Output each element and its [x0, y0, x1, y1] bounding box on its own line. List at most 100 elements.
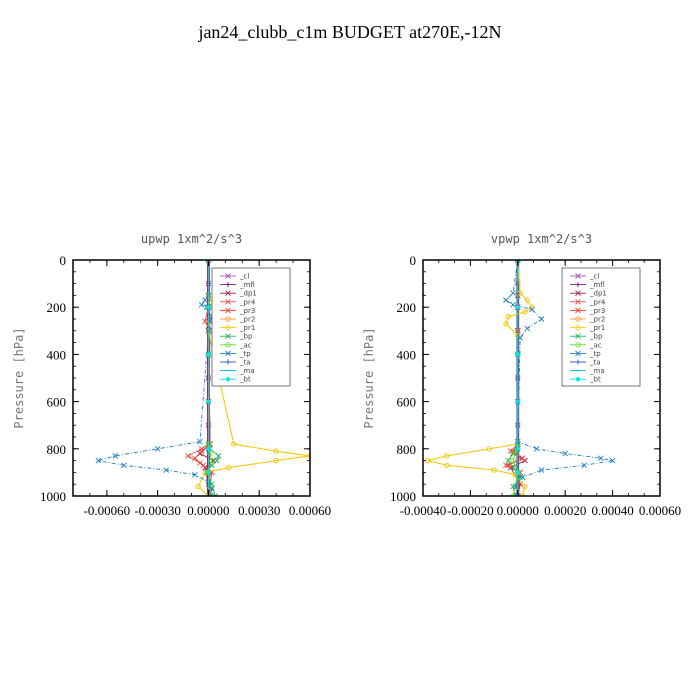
data-point — [503, 321, 509, 327]
y-tick-label: 1000 — [390, 489, 416, 504]
legend-label: _dp1 — [589, 290, 607, 298]
data-point — [524, 297, 530, 303]
legend-marker — [575, 359, 581, 365]
legend-label: _tp — [239, 350, 251, 358]
data-point — [192, 471, 198, 478]
y-tick-label: 0 — [410, 253, 417, 268]
data-point — [517, 335, 523, 341]
y-axis-label: Pressure [hPa] — [12, 327, 26, 428]
data-point — [205, 260, 212, 263]
legend-label: _bp — [239, 333, 253, 341]
data-point — [522, 309, 528, 315]
x-tick-label: -0.00030 — [134, 503, 181, 518]
data-point — [514, 398, 521, 405]
data-point — [505, 457, 512, 464]
data-point — [510, 302, 516, 308]
data-point — [519, 455, 526, 462]
y-tick-label: 0 — [60, 253, 67, 268]
data-point — [95, 457, 102, 464]
x-tick-label: 0.00000 — [187, 503, 229, 518]
page-title: jan24_clubb_c1m BUDGET at270E,-12N — [198, 22, 502, 42]
x-tick-label: 0.00060 — [639, 503, 681, 518]
data-point — [514, 351, 521, 358]
data-point — [205, 469, 212, 476]
legend-label: _cl — [589, 273, 599, 281]
y-tick-label: 200 — [47, 300, 67, 315]
data-point — [231, 441, 237, 447]
legend-label: _bp — [589, 333, 603, 341]
data-point — [486, 446, 492, 452]
legend-label: _dp1 — [239, 290, 257, 298]
legend-marker — [225, 282, 231, 288]
data-point — [538, 316, 545, 322]
legend-marker — [225, 324, 231, 331]
x-tick-label: 0.00000 — [497, 503, 539, 518]
legend-marker — [575, 307, 581, 314]
legend-label: _tp — [589, 350, 601, 358]
legend-marker — [225, 376, 231, 383]
legend-marker — [225, 342, 231, 348]
data-point — [505, 314, 511, 320]
y-tick-label: 800 — [47, 442, 67, 457]
legend-marker — [575, 316, 581, 322]
x-tick-label: 0.00020 — [544, 503, 586, 518]
data-point — [112, 453, 119, 459]
legend-label: _pr4 — [239, 298, 256, 306]
data-point — [185, 453, 191, 459]
data-point — [205, 304, 212, 311]
data-point — [154, 445, 161, 452]
data-point — [609, 457, 616, 464]
x-tick-label: 0.00030 — [238, 503, 280, 518]
x-tick-label: 0.00040 — [591, 503, 633, 518]
legend-marker — [225, 359, 231, 365]
data-point — [273, 448, 279, 454]
data-point — [198, 302, 205, 308]
legend-label: _ac — [239, 341, 252, 349]
legend: _cl_mfl_dp1_pr4_pr3_pr2_pr1_bp_ac_tp_ta_… — [211, 267, 291, 387]
data-point — [597, 455, 604, 462]
data-point — [514, 469, 521, 476]
legend-marker — [575, 298, 581, 305]
data-point — [510, 457, 516, 464]
data-point — [192, 455, 198, 462]
legend-label: _ta — [589, 359, 601, 367]
data-point — [503, 297, 509, 303]
data-point — [202, 297, 208, 303]
legend-label: _ma — [589, 367, 605, 375]
legend-marker — [575, 342, 581, 348]
legend-label: _pr1 — [589, 324, 605, 332]
data-point — [214, 457, 220, 464]
legend-label: _mfl — [589, 281, 605, 289]
y-tick-label: 400 — [47, 347, 67, 362]
legend-label: _pr3 — [239, 307, 255, 315]
data-point — [163, 467, 169, 473]
data-point — [215, 453, 222, 459]
data-point — [533, 445, 540, 452]
legend-marker — [225, 273, 231, 279]
data-point — [562, 450, 569, 457]
legend-marker — [575, 290, 581, 297]
legend-marker — [225, 290, 231, 297]
series_tp — [95, 260, 215, 496]
data-point — [514, 304, 521, 311]
data-point — [209, 457, 215, 464]
data-point — [503, 462, 509, 469]
legend-label: _cl — [239, 273, 249, 281]
legend-label: _mfl — [239, 281, 255, 289]
data-point — [512, 483, 519, 490]
legend-marker — [225, 307, 231, 314]
chart-panel-1: upwp 1xm^2/s^3 Pressure [hPa] -0.00060 -0.0… — [12, 232, 331, 518]
legend-label: _pr2 — [589, 316, 605, 324]
x-tick-label: 0.00060 — [289, 503, 331, 518]
data-point — [200, 462, 207, 469]
legend-marker — [575, 273, 581, 279]
data-point — [444, 453, 450, 459]
chart-panel-2: vpwp 1xm^2/s^3 Pressure [hPa] -0.00040 -0.0… — [362, 232, 681, 518]
data-point — [205, 445, 212, 452]
legend-marker — [225, 316, 231, 322]
legend-label: _pr3 — [589, 307, 605, 315]
series_bt — [205, 260, 212, 496]
x-tick-label: -0.00020 — [447, 503, 494, 518]
data-point — [581, 462, 587, 469]
